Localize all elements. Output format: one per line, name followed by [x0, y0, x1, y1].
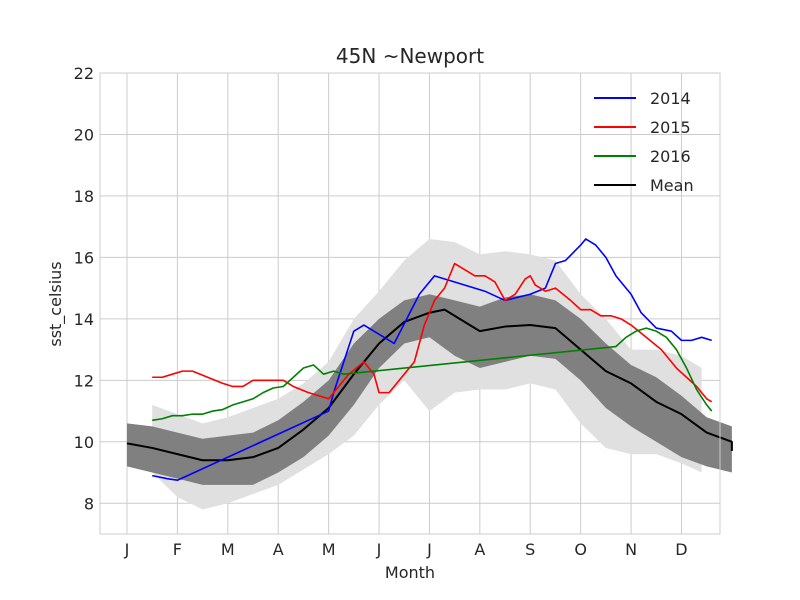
- x-tick-label-4: M: [322, 540, 336, 559]
- legend-label-2016: 2016: [650, 147, 691, 166]
- x-tick-label-10: N: [625, 540, 637, 559]
- inner-range-band: [127, 294, 732, 485]
- y-tick-label-2: 12: [74, 371, 94, 390]
- legend-label-2015: 2015: [650, 118, 691, 137]
- series-line-2016: [152, 327, 713, 422]
- x-tick-label-2: M: [221, 540, 235, 559]
- y-tick-label-6: 20: [74, 125, 94, 144]
- x-tick-label-5: J: [376, 540, 382, 559]
- y-tick-label-1: 10: [74, 433, 94, 452]
- y-tick-label-3: 14: [74, 310, 94, 329]
- legend-label-2014: 2014: [650, 89, 691, 108]
- y-tick-label-4: 16: [74, 248, 94, 267]
- series-lines: [126, 238, 733, 482]
- series-line-mean: [126, 308, 733, 462]
- plot-frame: [99, 72, 721, 535]
- x-tick-label-7: A: [474, 540, 485, 559]
- x-tick-label-11: D: [675, 540, 687, 559]
- y-axis-label: sst_celsius: [46, 261, 66, 346]
- chart-title: 45N ~Newport: [336, 44, 484, 68]
- x-tick-label-3: A: [273, 540, 284, 559]
- series-line-2014: [152, 238, 712, 482]
- legend-label-mean: Mean: [650, 176, 694, 195]
- legend: 2014 2015 2016 Mean: [594, 89, 694, 195]
- y-tick-label-0: 8: [84, 494, 94, 513]
- tick-labels: 8 10 12 14 16 18 20 22 J F M A M J J A S O N D: [74, 64, 688, 559]
- x-tick-label-6: J: [426, 540, 432, 559]
- x-tick-label-0: J: [124, 540, 130, 559]
- y-tick-label-5: 18: [74, 187, 94, 206]
- y-tick-label-7: 22: [74, 64, 94, 83]
- bands: [127, 238, 732, 510]
- x-tick-label-1: F: [173, 540, 182, 559]
- x-tick-label-9: O: [574, 540, 587, 559]
- x-tick-label-8: S: [525, 540, 535, 559]
- x-axis-label: Month: [385, 563, 435, 582]
- series-line-2015: [152, 262, 713, 403]
